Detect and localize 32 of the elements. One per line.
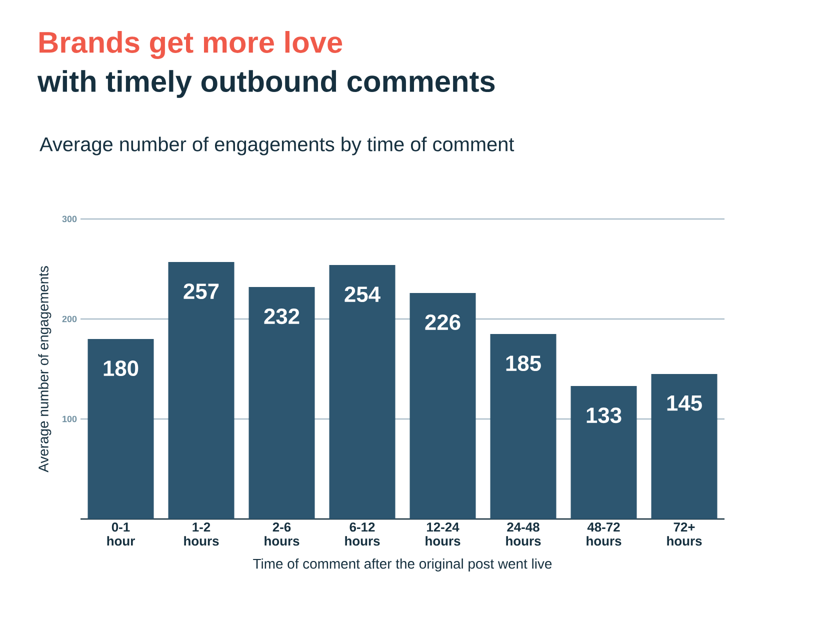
x-tick-label: 24-48 hours xyxy=(506,522,541,546)
data-label: 145 xyxy=(667,396,702,411)
bar xyxy=(651,374,718,519)
y-tick-label: 100 xyxy=(62,416,77,422)
y-tick-label: 200 xyxy=(62,316,77,322)
bar xyxy=(490,334,556,519)
y-axis-title: Average number of engagements xyxy=(38,266,52,472)
data-label: 226 xyxy=(425,314,460,330)
data-label: 180 xyxy=(104,360,138,376)
bar xyxy=(329,264,396,519)
bar xyxy=(410,292,476,519)
y-tick-label: 300 xyxy=(62,216,77,222)
bar xyxy=(88,338,154,519)
data-label: 232 xyxy=(264,308,300,324)
x-tick-label: 1-2 hours xyxy=(184,522,219,546)
chart-subtitle: with timely outbound comments xyxy=(37,70,495,98)
x-tick-label: 72+ hours xyxy=(667,522,702,546)
data-label: 254 xyxy=(344,286,380,302)
data-label: 257 xyxy=(184,284,219,300)
chart-title: Brands get more love xyxy=(40,31,342,59)
bar xyxy=(168,262,234,519)
text: Average number of engagements by time of comment xyxy=(40,136,514,156)
data-label: 133 xyxy=(586,408,622,424)
x-tick-label: 6-12 hours xyxy=(345,522,380,546)
data-label: 185 xyxy=(506,356,541,372)
x-tick-label: 12-24 hours xyxy=(426,522,460,546)
x-tick-label: 48-72 hours xyxy=(586,522,622,546)
x-tick-label: 2-6 hours xyxy=(264,522,300,546)
bar xyxy=(248,286,315,519)
bar xyxy=(570,386,637,519)
x-tick-label: 0-1 hour xyxy=(107,522,135,546)
x-axis-title: Time of comment after the original post went live xyxy=(253,558,552,572)
